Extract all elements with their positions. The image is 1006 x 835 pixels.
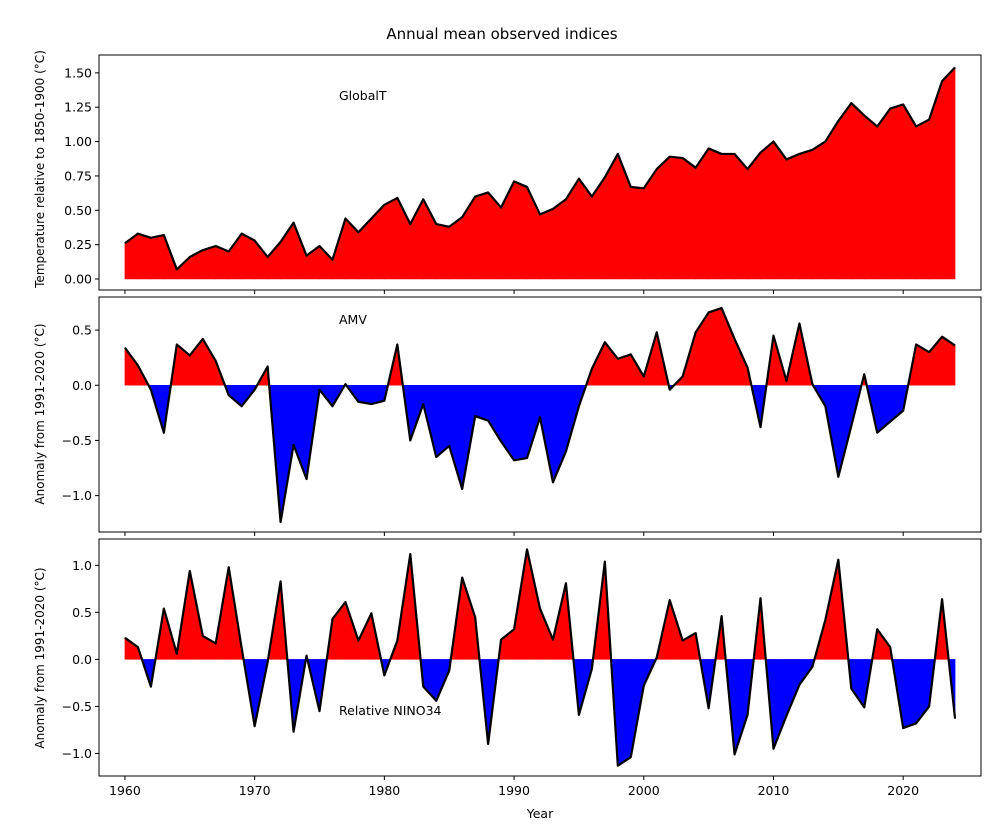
y-tick-label-globalt-3: 0.75	[64, 168, 92, 183]
x-tick-label-2: 1980	[368, 783, 400, 798]
area-globalt-2012-0	[799, 149, 813, 280]
area-nino34-2016-0	[850, 659, 865, 709]
area-globalt-1960-0	[124, 233, 139, 280]
area-amv-1990-0	[513, 384, 528, 461]
area-globalt-1992-0	[539, 208, 554, 280]
y-tick-label-amv-3: 0.5	[72, 323, 92, 338]
area-globalt-1987-0	[474, 192, 489, 280]
area-globalt-1971-0	[267, 241, 281, 280]
area-globalt-2001-0	[656, 155, 671, 280]
y-tick-label-globalt-6: 1.50	[64, 65, 92, 80]
y-axis-label-globalt: Temperature relative to 1850-1900 (°C)	[33, 50, 47, 289]
area-amv-1987-0	[474, 384, 489, 421]
area-amv-2018-0	[876, 384, 891, 434]
area-globalt-2014-0	[825, 119, 839, 280]
area-globalt-1977-0	[345, 217, 359, 280]
series-line-amv	[124, 306, 956, 524]
y-axis-label-amv: Anomaly from 1991-2020 (°C)	[33, 323, 47, 504]
panel-nino34: −1.0 −0.5 0.0 0.5 1.0 Relative NINO34 Anomal…	[33, 538, 982, 780]
area-nino34-1986-0	[461, 577, 476, 660]
area-amv-1960-0	[124, 346, 139, 386]
area-globalt-2020-0	[902, 103, 917, 280]
y-tick-label-globalt-1: 0.25	[64, 237, 92, 252]
area-globalt-2009-0	[760, 140, 774, 280]
series-label-amv: AMV	[339, 312, 367, 327]
area-globalt-1975-0	[319, 245, 333, 280]
panel-amv: −1.0 −0.5 0.0 0.5 AMV Anomaly from 1991-202…	[33, 296, 982, 536]
area-nino34-2020-0	[902, 659, 917, 729]
axes-frame-amv	[98, 296, 982, 533]
panel-globalt: 0.00 0.25 0.50 0.75 1.00 1.25 1.50 GlobalT Tem…	[33, 50, 982, 294]
area-globalt-1993-0	[552, 198, 567, 280]
chart-title: Annual mean observed indices	[386, 25, 617, 43]
x-axis-label: Year	[526, 806, 554, 821]
area-globalt-2007-0	[734, 153, 748, 280]
area-amv-2005-0	[708, 307, 722, 386]
area-globalt-1999-0	[630, 186, 645, 280]
area-globalt-2002-0	[669, 156, 683, 280]
x-tick-label-5: 2010	[758, 783, 790, 798]
axes-frame-nino34	[98, 538, 982, 777]
y-tick-label-amv-1: −0.5	[62, 433, 92, 448]
area-globalt-2021-0	[915, 119, 930, 280]
x-tick-label-1: 1970	[239, 783, 271, 798]
area-nino34-1998-0	[617, 659, 632, 767]
area-globalt-2006-0	[721, 153, 735, 280]
x-axis-ticks: 1960 1970 1980 1990 2000 2010 2020	[109, 783, 919, 798]
area-globalt-2003-0	[682, 157, 696, 280]
area-globalt-1968-0	[228, 232, 242, 280]
area-globalt-2016-0	[850, 102, 865, 280]
x-tick-label-3: 1990	[498, 783, 530, 798]
y-tick-label-nino34-3: 0.5	[72, 605, 92, 620]
y-tick-label-nino34-1: −0.5	[62, 699, 92, 714]
series-line-nino34	[124, 548, 957, 767]
y-axis-label-nino34: Anomaly from 1991-2020 (°C)	[33, 567, 47, 748]
area-nino34-1960-0	[124, 637, 139, 660]
x-tick-label-4: 2000	[628, 783, 660, 798]
y-tick-label-globalt-5: 1.25	[64, 100, 92, 115]
area-globalt-2017-0	[863, 114, 878, 280]
area-globalt-2011-0	[786, 153, 800, 280]
y-tick-label-globalt-4: 1.00	[64, 134, 92, 149]
area-globalt-2019-0	[889, 104, 904, 280]
series-line-globalt	[124, 66, 956, 271]
area-globalt-2013-0	[812, 141, 826, 280]
area-globalt-1994-0	[565, 177, 580, 280]
area-amv-2006-0	[721, 307, 735, 386]
area-globalt-1978-0	[358, 217, 372, 280]
area-globalt-2023-0	[941, 66, 956, 280]
area-globalt-1962-0	[150, 234, 165, 280]
series-label-nino34: Relative NINO34	[339, 703, 442, 718]
y-tick-label-nino34-2: 0.0	[72, 652, 92, 667]
area-globalt-1970-0	[254, 239, 268, 280]
y-tick-label-amv-2: 0.0	[72, 378, 92, 393]
area-nino34-2007-0	[734, 659, 748, 755]
area-amv-1997-0	[604, 341, 619, 386]
area-nino34-2010-0	[773, 659, 787, 749]
y-tick-label-amv-0: −1.0	[62, 488, 92, 503]
area-globalt-1984-0	[435, 223, 450, 280]
y-tick-label-nino34-0: −1.0	[62, 746, 92, 761]
area-globalt-1990-0	[513, 180, 528, 280]
axes-frame-globalt	[98, 54, 982, 291]
area-globalt-1966-0	[202, 245, 217, 280]
area-amv-1985-0	[448, 384, 463, 490]
x-tick-label-0: 1960	[109, 783, 141, 798]
y-tick-label-nino34-4: 1.0	[72, 558, 92, 573]
area-globalt-2005-0	[708, 147, 722, 280]
x-tick-label-6: 2020	[887, 783, 919, 798]
area-amv-1966-0	[202, 337, 217, 386]
area-globalt-1961-0	[137, 233, 152, 280]
area-globalt-2010-0	[773, 140, 787, 280]
area-globalt-2004-0	[695, 147, 709, 280]
area-globalt-2008-0	[747, 151, 761, 280]
area-globalt-1980-0	[384, 197, 398, 280]
area-globalt-2015-0	[838, 102, 852, 280]
area-globalt-2018-0	[876, 107, 891, 280]
series-label-globalt: GlobalT	[339, 88, 387, 103]
y-tick-label-globalt-2: 0.50	[64, 203, 92, 218]
y-tick-label-globalt-0: 0.00	[64, 272, 92, 287]
